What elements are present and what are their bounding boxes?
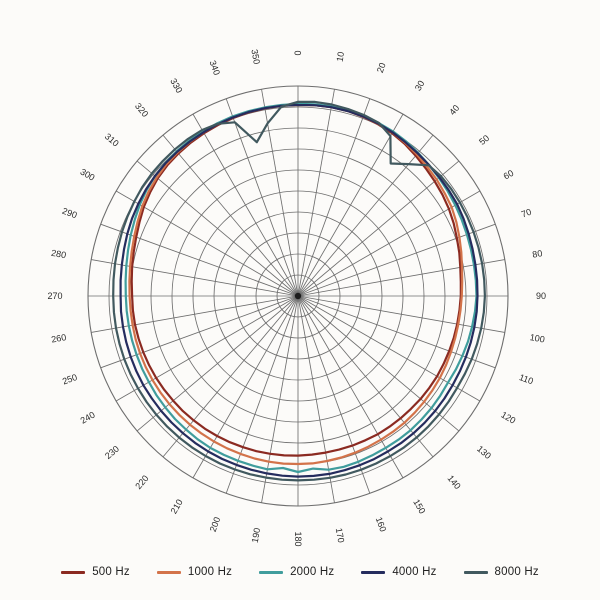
angle-tick-300: 300 — [79, 167, 97, 183]
legend-swatch-1000hz — [156, 570, 181, 574]
angle-tick-100: 100 — [529, 332, 546, 344]
angle-tick-80: 80 — [532, 248, 544, 260]
legend-item-2000hz: 2000 Hz — [259, 566, 334, 578]
angle-tick-340: 340 — [207, 59, 222, 77]
angle-tick-50: 50 — [477, 133, 491, 147]
chart-legend: 500 Hz 1000 Hz 2000 Hz 4000 Hz 8000 Hz — [0, 566, 600, 578]
polar-grid-and-curves: 0 10 20 30 40 50 60 70 80 90 100 110 120 130 140 150 160… — [47, 48, 546, 546]
legend-item-1000hz: 1000 Hz — [156, 566, 233, 578]
angle-tick-20: 20 — [375, 61, 388, 74]
angle-tick-40: 40 — [447, 103, 461, 117]
angle-tick-10: 10 — [335, 51, 347, 63]
angle-tick-90: 90 — [536, 291, 546, 301]
angle-tick-280: 280 — [50, 248, 67, 260]
angle-tick-190: 190 — [250, 527, 262, 544]
angle-tick-30: 30 — [413, 79, 427, 93]
curve-8000hz — [112, 100, 486, 482]
legend-swatch-8000hz — [463, 570, 488, 574]
legend-swatch-500hz — [61, 570, 86, 574]
angle-tick-230: 230 — [103, 444, 121, 461]
angle-tick-120: 120 — [499, 410, 517, 426]
angle-tick-250: 250 — [61, 372, 79, 387]
angle-tick-180: 180 — [293, 531, 303, 546]
legend-swatch-4000hz — [361, 570, 386, 574]
legend-label-2000hz: 2000 Hz — [290, 566, 335, 578]
angle-tick-270: 270 — [47, 291, 62, 301]
angle-tick-260: 260 — [50, 332, 67, 344]
legend-label-1000hz: 1000 Hz — [187, 566, 233, 578]
angle-tick-330: 330 — [168, 77, 184, 95]
angle-tick-60: 60 — [502, 168, 516, 182]
legend-item-500hz: 500 Hz — [61, 566, 130, 578]
angle-tick-130: 130 — [475, 444, 493, 461]
legend-label-4000hz: 4000 Hz — [392, 566, 437, 578]
curve-500hz — [130, 103, 462, 457]
legend-item-8000hz: 8000 Hz — [463, 566, 539, 578]
angle-tick-290: 290 — [61, 206, 79, 221]
curve-2000hz — [124, 102, 478, 474]
legend-swatch-2000hz — [259, 570, 284, 574]
angle-tick-350: 350 — [249, 48, 261, 65]
angle-tick-310: 310 — [103, 131, 121, 148]
legend-label-8000hz: 8000 Hz — [494, 566, 539, 578]
angle-tick-200: 200 — [208, 516, 223, 534]
angle-tick-160: 160 — [374, 516, 389, 534]
angle-tick-0: 0 — [293, 50, 303, 55]
angle-tick-70: 70 — [520, 207, 533, 220]
angle-tick-110: 110 — [518, 372, 535, 386]
angle-tick-240: 240 — [79, 410, 97, 426]
legend-item-4000hz: 4000 Hz — [361, 566, 436, 578]
angle-tick-150: 150 — [411, 497, 427, 515]
curve-4000hz — [119, 103, 479, 478]
angle-tick-320: 320 — [133, 101, 150, 119]
curve-1000hz — [128, 103, 464, 466]
angle-tick-210: 210 — [169, 497, 185, 515]
legend-label-500hz: 500 Hz — [92, 566, 130, 578]
angle-tick-170: 170 — [334, 527, 346, 544]
angle-tick-220: 220 — [133, 473, 150, 491]
angle-tick-140: 140 — [445, 473, 462, 491]
